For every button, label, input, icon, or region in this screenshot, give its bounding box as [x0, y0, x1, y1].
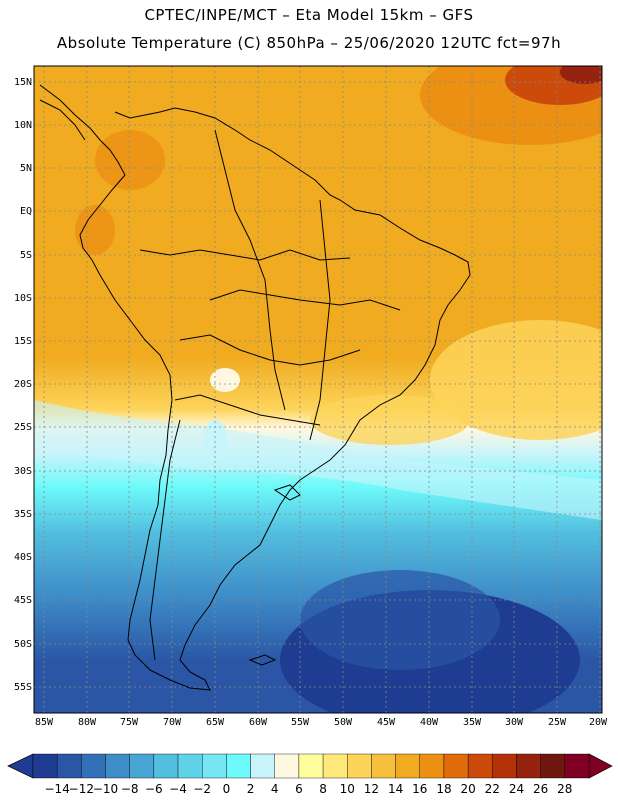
lon-label: 30W	[504, 717, 524, 728]
colorbar-swatch	[322, 753, 348, 779]
colorbar-label: 12	[363, 782, 380, 796]
lon-label: 65W	[205, 717, 225, 728]
colorbar-swatch	[202, 753, 227, 779]
colorbar-swatch	[81, 753, 106, 779]
lat-label: 45S	[13, 595, 32, 606]
colorbar-swatch	[443, 753, 469, 779]
lat-label: 20S	[13, 379, 32, 390]
colorbar-label: −10	[92, 782, 119, 796]
lat-label: 10S	[13, 293, 32, 304]
colorbar-swatch	[177, 753, 203, 779]
lat-label: 5N	[19, 163, 32, 174]
colorbar-label: −14	[44, 782, 70, 796]
colorbar-label: −12	[68, 782, 94, 796]
colorbar-label: 14	[387, 782, 404, 796]
colorbar-swatch	[32, 753, 58, 779]
lat-label: 40S	[13, 552, 32, 563]
lat-label: 15S	[13, 336, 32, 347]
colorbar-swatch	[516, 753, 541, 779]
temperature-field	[34, 66, 602, 713]
colorbar-label: 28	[557, 782, 573, 796]
lat-label: 5S	[19, 250, 32, 261]
colorbar-label: 18	[436, 782, 452, 796]
lon-label: 50W	[333, 717, 353, 728]
colorbar-swatch	[564, 753, 590, 779]
colorbar-swatch	[274, 753, 300, 779]
lat-label: 25S	[13, 422, 32, 433]
lon-label: 35W	[462, 717, 482, 728]
colorbar-swatch	[467, 753, 493, 779]
coastlines	[39, 84, 471, 691]
lon-label: 55W	[290, 717, 310, 728]
lon-label: 80W	[77, 717, 97, 728]
lon-label: 85W	[34, 717, 54, 728]
colorbar-label: 0	[222, 782, 231, 796]
colorbar-swatch	[129, 753, 155, 779]
lat-label: 35S	[13, 509, 32, 520]
colorbar-high-arrow	[588, 753, 613, 779]
lat-label: EQ	[19, 206, 32, 217]
colorbar-label: −8	[120, 782, 139, 796]
colorbar-swatch	[492, 753, 517, 779]
colorbar-label: 16	[412, 782, 428, 796]
lat-label: 30S	[13, 466, 32, 477]
colorbar-label: 20	[460, 782, 476, 796]
colorbar-label: 8	[319, 782, 327, 796]
colorbar-swatch	[250, 753, 275, 779]
colorbar-label: 26	[533, 782, 549, 796]
colorbar-label: −4	[169, 782, 187, 796]
colorbar-label: 4	[270, 782, 279, 796]
colorbar-swatch	[347, 753, 372, 779]
colorbar-swatch	[540, 753, 566, 779]
colorbar-label: −2	[193, 782, 212, 796]
lon-label: 60W	[248, 717, 268, 728]
colorbar-label: −6	[145, 782, 163, 796]
lat-label: 55S	[13, 682, 32, 693]
colorbar-swatch	[226, 753, 251, 779]
colorbar	[7, 753, 613, 779]
colorbar-label: 10	[339, 782, 355, 796]
map-title-line1: CPTEC/INPE/MCT – Eta Model 15km – GFS	[144, 6, 474, 24]
map-frame	[33, 65, 603, 714]
colorbar-swatch	[395, 753, 420, 779]
colorbar-low-arrow	[7, 753, 34, 779]
lat-label: 50S	[13, 639, 32, 650]
colorbar-label: 6	[295, 782, 303, 796]
lon-label: 25W	[547, 717, 567, 728]
map-title-line2: Absolute Temperature (C) 850hPa – 25/06/…	[56, 34, 562, 52]
colorbar-swatch	[105, 753, 130, 779]
colorbar-swatch	[419, 753, 445, 779]
lon-label: 75W	[119, 717, 139, 728]
colorbar-label: 2	[246, 782, 255, 796]
colorbar-label: 22	[484, 782, 500, 796]
lon-label: 45W	[376, 717, 396, 728]
lon-label: 70W	[162, 717, 182, 728]
lon-label: 20W	[588, 717, 608, 728]
lat-label: 10N	[13, 120, 32, 131]
lon-label: 40W	[419, 717, 439, 728]
colorbar-label: 24	[508, 782, 525, 796]
lat-label: 15N	[13, 77, 32, 88]
colorbar-swatch	[371, 753, 396, 779]
colorbar-swatch	[298, 753, 324, 779]
colorbar-swatch	[153, 753, 179, 779]
colorbar-swatch	[56, 753, 82, 779]
